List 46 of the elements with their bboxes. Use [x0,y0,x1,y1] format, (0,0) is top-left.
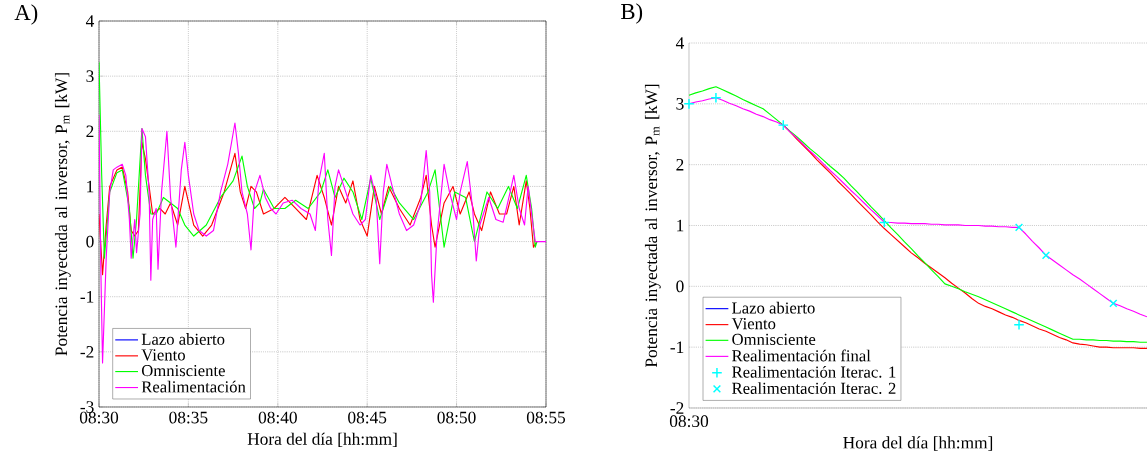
legend-label: Lazo abierto [732,301,815,314]
x-axis-title: Hora del día [hh:mm] [247,432,397,447]
x-tick-label: 08:55 [526,411,566,424]
x-tick-label: 08:40 [258,411,297,424]
chart-title: B) [621,3,643,24]
y-axis-title: Potencia inyectada al inversor, P$_{m}$ [kW] [54,73,71,356]
y-tick-label: 0 [86,235,94,248]
chart-title: A) [14,4,38,25]
y-axis-title: Potencia inyectada al inversor, P$_{m}$ [kW] [644,84,661,368]
legend-label: Lazo abierto [141,333,225,345]
y-tick-label: 0 [676,280,684,293]
y-tick-label: 4 [675,37,685,49]
point [1109,299,1118,308]
y-tick-label: -3 [80,401,94,413]
point [1041,251,1051,260]
legend-label: Realimentación [141,380,246,393]
legend-label: Omnisciente [141,365,225,377]
legend-label: Realimentación Iterac. 2 [732,382,896,394]
x-tick-label: 08:30 [79,411,119,424]
y-tick-label: 2 [676,158,684,171]
point [1014,223,1024,232]
y-tick-label: 1 [677,219,684,232]
y-tick-label: -2 [80,346,94,358]
point [683,98,695,110]
y-tick-label: 3 [86,70,94,82]
y-tick-label: 3 [676,98,684,110]
point [1013,319,1025,331]
x-tick-label: 08:45 [348,411,387,424]
y-tick-label: 1 [87,180,94,193]
x-tick-label: 08:50 [437,411,476,424]
legend-label: Viento [731,318,776,330]
y-tick-label: -1 [80,290,94,303]
legend-label: Realimentación Iterac. 1 [732,365,896,378]
legend-label: Realimentación final [732,349,871,362]
x-tick-label: 08:35 [169,411,208,424]
y-tick-label: 2 [86,125,94,138]
point [878,216,890,228]
x-axis-title: Hora del día [hh:mm] [843,436,993,451]
x-tick-label: 08:30 [669,415,709,428]
point [710,92,722,104]
legend-label: Omnisciente [732,333,816,346]
legend-label: Viento [141,349,185,361]
y-tick-label: 4 [85,15,95,27]
point [777,119,789,131]
y-tick-label: -2 [670,402,684,414]
y-tick-label: -1 [670,341,684,353]
